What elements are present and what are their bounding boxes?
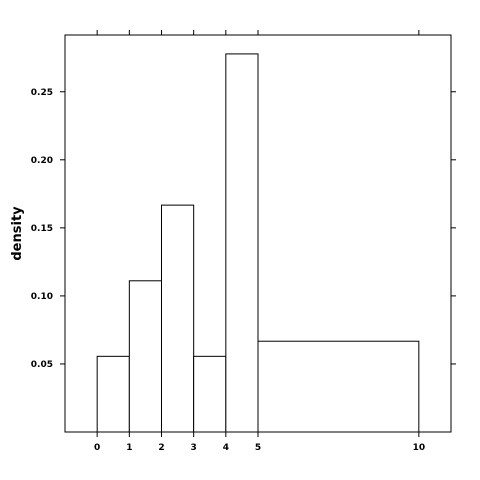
x-tick-label-6: 10 — [413, 443, 426, 453]
histogram-bar-5 — [257, 340, 420, 433]
histogram-bar-2 — [161, 204, 195, 433]
y-tick-label-1: 0.10 — [31, 292, 53, 302]
histogram-bar-4 — [225, 53, 259, 433]
axis-ticks — [60, 30, 456, 437]
x-tick-label-5: 5 — [255, 443, 261, 453]
y-tick-label-3: 0.20 — [31, 156, 53, 166]
x-tick-label-4: 4 — [223, 443, 229, 453]
histogram-bar-3 — [193, 355, 227, 433]
histogram-bars — [96, 53, 420, 433]
axis-tick-labels: 0 1 2 3 4 5 10 0.05 0.10 0.15 0.20 0.25 — [31, 88, 425, 453]
histogram-bar-1 — [128, 280, 162, 433]
y-tick-label-2: 0.15 — [31, 224, 53, 234]
y-axis-title: density — [10, 206, 25, 261]
plot-frame — [64, 34, 452, 433]
y-tick-label-0: 0.05 — [31, 360, 53, 370]
x-tick-label-0: 0 — [94, 443, 100, 453]
x-tick-label-1: 1 — [126, 443, 132, 453]
x-tick-label-3: 3 — [191, 443, 197, 453]
histogram-bar-0 — [96, 355, 130, 433]
y-tick-label-4: 0.25 — [31, 88, 53, 98]
x-tick-label-2: 2 — [158, 443, 164, 453]
